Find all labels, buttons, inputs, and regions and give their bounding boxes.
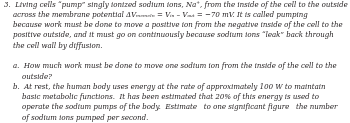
Text: 3.  Living cells “pump” singly ionized sodium ions, Na⁺, from the inside of the : 3. Living cells “pump” singly ionized so… (4, 1, 348, 122)
